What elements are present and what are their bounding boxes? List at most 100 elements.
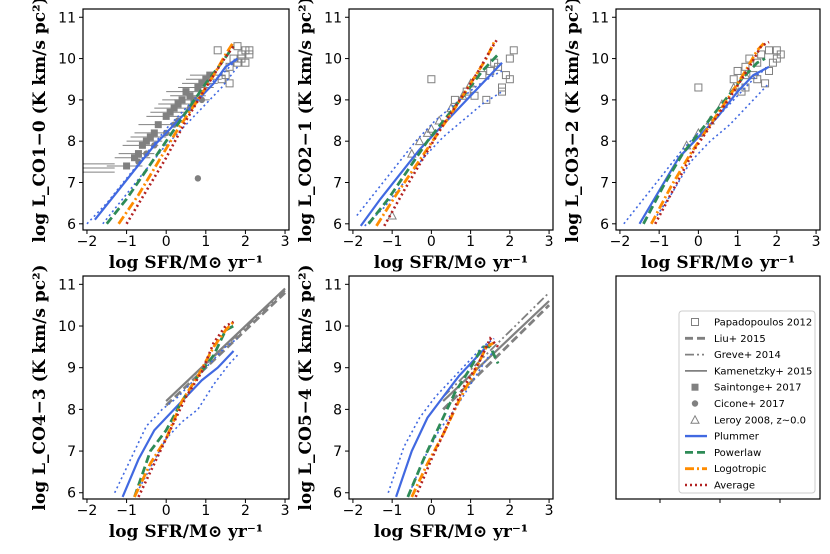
series-plummer-dotted	[133, 354, 239, 498]
data-point	[757, 50, 766, 59]
legend-entry: Greve+ 2014	[685, 350, 781, 361]
y-axis-label: log L_CO3−2 (K km/s pc²)	[563, 0, 583, 243]
data-point	[198, 79, 206, 87]
y-tick-label: 9	[333, 93, 342, 109]
y-tick-label: 10	[324, 319, 342, 335]
ref-line	[165, 289, 286, 402]
data-point	[434, 115, 445, 125]
legend-entry: Papadopoulos 2012	[691, 318, 812, 329]
legend-entry: Powerlaw	[685, 448, 761, 459]
data-point	[505, 54, 514, 63]
y-tick-label: 10	[58, 319, 76, 335]
series-powerlaw-dashed	[105, 45, 235, 225]
y-tick-label: 8	[333, 134, 342, 150]
series-plummer-dotted	[650, 82, 770, 225]
data-point	[406, 148, 417, 158]
data-point	[170, 104, 178, 112]
legend-label: Plummer	[714, 432, 760, 443]
legend-box	[678, 310, 816, 494]
legend-entry: Liu+ 2015	[685, 334, 766, 345]
panel-co4-3: −2 −1 0 1 2 3 6 7 8 9 10 11 log SFR/M⊙ yr⁻¹ log L_CO4…	[30, 264, 290, 542]
y-tick-label: 7	[333, 444, 342, 460]
data-point	[162, 112, 170, 120]
series-plummer-dotted	[102, 66, 239, 225]
plot-area	[387, 292, 551, 498]
series-average-dotted	[654, 40, 770, 225]
legend-panel: Papadopoulos 2012 Liu+ 2015 Greve+ 2014 Kam…	[615, 275, 821, 503]
data-point	[498, 87, 506, 96]
data-point	[765, 46, 773, 55]
x-tick-label: −2	[77, 234, 98, 250]
data-point	[154, 121, 162, 129]
y-tick-label: 7	[600, 175, 609, 191]
series-average-dotted	[414, 336, 500, 498]
x-axis-label: log SFR/M⊙ yr⁻¹	[109, 522, 264, 542]
x-tick-label: 2	[241, 503, 250, 519]
data-point	[509, 46, 518, 55]
legend-entry: Saintonge+ 2017	[691, 383, 801, 394]
ref-liu-2015	[165, 291, 287, 407]
panel-co5-4: −2 −1 0 1 2 3 6 7 8 9 10 11 log SFR/M⊙ yr⁻¹ log L_CO5…	[296, 264, 554, 542]
y-tick-label: 9	[67, 361, 76, 377]
y-tick-label: 9	[67, 93, 76, 109]
y-tick-label: 7	[67, 175, 76, 191]
data-point	[505, 75, 514, 84]
x-tick-label: 0	[427, 234, 436, 250]
x-tick-label: 0	[694, 234, 703, 250]
y-tick-label: 11	[58, 10, 76, 26]
x-tick-label: 1	[201, 503, 210, 519]
ref-greve-2014	[165, 289, 286, 402]
y-tick-label: 6	[333, 217, 342, 233]
x-tick-label: −2	[343, 234, 364, 250]
x-tick-label: 2	[241, 234, 250, 250]
data-point	[134, 150, 142, 158]
data-point	[753, 75, 762, 84]
y-axis-label: log L_CO4−3 (K km/s pc²)	[30, 264, 50, 510]
y-tick-label: 7	[67, 444, 76, 460]
data-point	[694, 83, 703, 92]
x-tick-label: 1	[466, 503, 475, 519]
y-tick-label: 7	[333, 175, 342, 191]
legend-label: Kamenetzky+ 2015	[714, 366, 812, 377]
y-tick-label: 6	[67, 217, 76, 233]
y-tick-label: 10	[591, 52, 609, 68]
ref-papadopoulos-2012	[694, 46, 785, 96]
y-tick-label: 6	[600, 217, 609, 233]
x-axis-label: log SFR/M⊙ yr⁻¹	[109, 253, 264, 273]
x-tick-label: −1	[116, 503, 137, 519]
x-tick-label: 3	[545, 234, 554, 250]
legend-entry: Leroy 2008, z∼0.0	[690, 414, 806, 426]
legend-label: Powerlaw	[714, 448, 761, 459]
axes-frame	[348, 8, 554, 231]
data-point	[142, 137, 150, 145]
series-logotropic-dashdot	[117, 41, 235, 225]
series-plummer-solid	[395, 341, 492, 498]
data-point	[498, 83, 506, 92]
x-tick-label: 1	[733, 234, 742, 250]
data-point	[225, 79, 234, 88]
data-point	[733, 66, 742, 75]
data-point	[194, 175, 202, 182]
x-tick-label: −2	[610, 234, 631, 250]
y-axis-label: log L_CO5−4 (K km/s pc²)	[296, 264, 316, 510]
ref-greve-2014	[442, 292, 550, 398]
legend-label: Average	[714, 481, 755, 492]
series-average-dotted	[125, 45, 235, 225]
y-tick-label: 11	[591, 10, 609, 26]
x-tick-label: 1	[466, 234, 475, 250]
axes-frame	[82, 275, 290, 500]
series-plummer-solid	[121, 350, 235, 498]
y-tick-label: 8	[600, 134, 609, 150]
data-point	[414, 136, 425, 146]
data-point	[427, 75, 436, 84]
ref-papadopoulos-2012	[213, 42, 254, 88]
data-point	[245, 50, 254, 59]
x-tick-label: 3	[812, 234, 821, 250]
data-point	[194, 83, 202, 91]
series-plummer-solid	[638, 65, 770, 225]
series-logotropic-dashdot	[133, 320, 235, 498]
x-tick-label: −2	[343, 503, 364, 519]
data-point	[174, 100, 182, 108]
y-tick-label: 8	[67, 134, 76, 150]
